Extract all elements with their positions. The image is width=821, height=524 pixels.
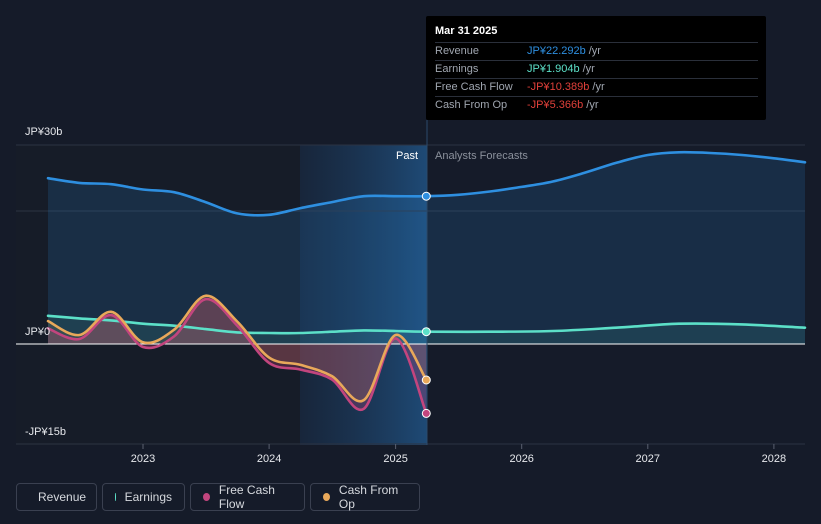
tooltip-date: Mar 31 2025	[435, 25, 498, 37]
x-tick-label: 2027	[636, 453, 660, 465]
x-tick-label: 2028	[762, 453, 786, 465]
earnings-line	[46, 314, 807, 335]
tooltip-series-name: Cash From Op	[435, 99, 508, 111]
free-cash-flow-marker-point[interactable]	[421, 408, 431, 418]
free-cash-flow-line	[46, 297, 428, 415]
free-cash-flow-area	[48, 299, 427, 414]
tooltip-row-cash-from-op: Cash From Op -JP¥5.366b /yr	[435, 96, 758, 114]
tooltip-series-name: Revenue	[435, 45, 480, 57]
legend-item-free-cash-flow[interactable]: Free Cash Flow	[190, 483, 305, 511]
legend-label: Cash From Op	[338, 483, 399, 511]
tooltip-row-earnings: Earnings JP¥1.904b /yr	[435, 60, 758, 78]
cash-from-op-line	[46, 294, 428, 403]
revenue-marker-point[interactable]	[421, 191, 431, 201]
legend-label: Revenue	[38, 490, 87, 504]
cash-from-op-marker-point[interactable]	[421, 375, 431, 385]
data-tooltip: Mar 31 2025 Revenue JP¥22.292b /yr Earni…	[426, 16, 766, 120]
y-tick-label: -JP¥15b	[25, 426, 66, 438]
legend-label: Free Cash Flow	[218, 483, 275, 511]
tooltip-series-value: JP¥1.904b	[527, 63, 580, 75]
earnings-marker-point[interactable]	[421, 327, 431, 337]
forecast-label: Analysts Forecasts	[435, 150, 528, 162]
cash-from-op-legend-dot	[323, 493, 330, 501]
tooltip-unit: /yr	[586, 99, 599, 111]
x-tick-label: 2024	[257, 453, 281, 465]
tooltip-unit: /yr	[588, 45, 601, 57]
tooltip-series-value: -JP¥5.366b	[527, 99, 584, 111]
tooltip-series-value: JP¥22.292b	[527, 45, 586, 57]
earnings-legend-dot	[115, 493, 116, 501]
legend-item-revenue[interactable]: Revenue	[16, 483, 97, 511]
tooltip-row-revenue: Revenue JP¥22.292b /yr	[435, 42, 758, 60]
tooltip-series-name: Free Cash Flow	[435, 81, 513, 93]
y-tick-label: JP¥0	[25, 326, 51, 338]
tooltip-unit: /yr	[592, 81, 605, 93]
legend-item-earnings[interactable]: Earnings	[102, 483, 185, 511]
earnings-area	[48, 315, 805, 345]
tooltip-series-value: -JP¥10.389b	[527, 81, 590, 93]
legend-label: Earnings	[124, 490, 172, 504]
y-tick-label: JP¥30b	[25, 126, 63, 138]
past-region-dark	[16, 145, 300, 445]
past-label: Past	[396, 150, 419, 162]
tooltip-row-free-cash-flow: Free Cash Flow -JP¥10.389b /yr	[435, 78, 758, 96]
x-tick-label: 2023	[131, 453, 155, 465]
tooltip-unit: /yr	[582, 63, 595, 75]
x-tick-label: 2026	[509, 453, 533, 465]
x-tick-label: 2025	[383, 453, 407, 465]
free-cash-flow-legend-dot	[203, 493, 210, 501]
legend-item-cash-from-op[interactable]: Cash From Op	[310, 483, 420, 511]
tooltip-series-name: Earnings	[435, 63, 479, 75]
